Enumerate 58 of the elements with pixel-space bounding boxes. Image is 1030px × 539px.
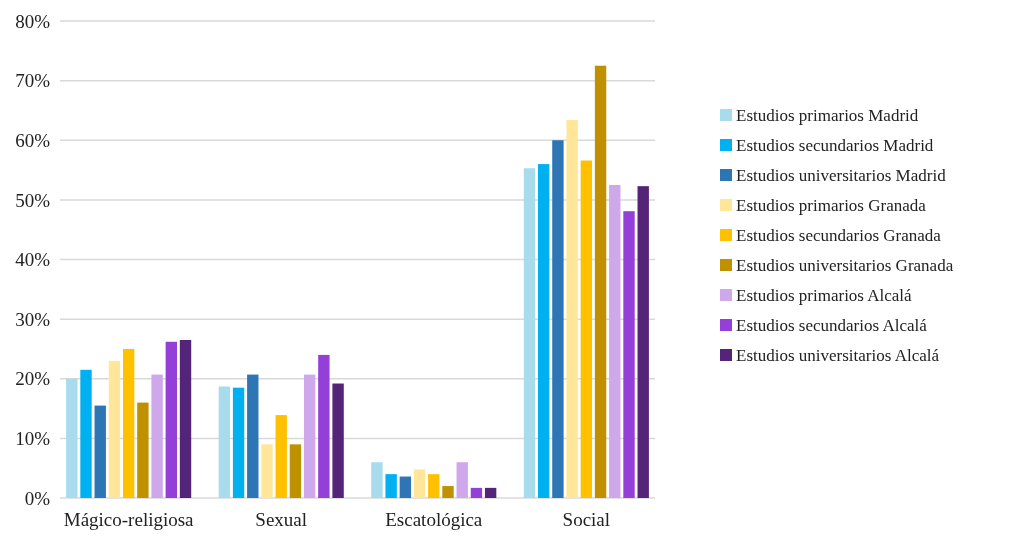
bar [94, 405, 106, 498]
x-tick-label: Mágico-religiosa [63, 509, 195, 530]
x-tick-label: Escatológica [385, 509, 483, 530]
bar [413, 469, 426, 498]
legend-label: Estudios secundarios Granada [736, 225, 942, 245]
bar [609, 184, 621, 498]
bar [151, 374, 163, 498]
bar [385, 474, 397, 498]
bar [594, 65, 607, 498]
bar [470, 487, 483, 498]
legend-label: Estudios primarios Madrid [736, 105, 919, 125]
bar [637, 186, 649, 498]
bar [318, 354, 330, 498]
bar [108, 360, 121, 498]
bar [261, 444, 273, 498]
bar [456, 462, 468, 498]
bar [332, 383, 344, 498]
bar [289, 444, 302, 498]
bar [137, 402, 149, 498]
x-tick-label: Social [562, 509, 611, 530]
legend-label: Estudios secundarios Alcalá [736, 315, 928, 335]
bar [399, 476, 412, 498]
y-tick-label: 10% [15, 428, 51, 450]
y-tick-label: 20% [15, 368, 51, 390]
y-tick-label: 60% [15, 129, 51, 151]
bar [623, 211, 635, 498]
bar [80, 369, 92, 498]
bar [275, 415, 287, 498]
x-tick-label: Sexual [255, 509, 308, 530]
y-tick-label: 70% [15, 70, 51, 92]
bar [484, 487, 497, 498]
bar [247, 374, 259, 498]
bar [218, 386, 231, 498]
bar [428, 474, 440, 498]
bar [66, 378, 78, 498]
bar [442, 486, 454, 498]
bar [122, 348, 135, 498]
y-tick-label: 30% [15, 308, 51, 330]
legend-label: Estudios universitarios Granada [736, 255, 954, 275]
legend-label: Estudios universitarios Madrid [736, 165, 947, 185]
bar [179, 339, 192, 498]
bar [566, 119, 578, 498]
bar [303, 374, 316, 498]
y-tick-label: 50% [15, 189, 51, 211]
bar [552, 140, 564, 498]
y-tick-label: 80% [15, 10, 51, 32]
bar [232, 387, 245, 498]
bar [523, 168, 536, 498]
y-tick-label: 40% [15, 249, 51, 271]
y-tick-label: 0% [24, 487, 51, 509]
legend-label: Estudios secundarios Madrid [736, 135, 934, 155]
bar [165, 341, 177, 498]
legend-label: Estudios primarios Granada [736, 195, 927, 215]
legend-label: Estudios universitarios Alcalá [736, 345, 940, 365]
bar [538, 164, 550, 498]
legend-label: Estudios primarios Alcalá [736, 285, 913, 305]
bar [371, 462, 383, 498]
bar [580, 160, 593, 498]
